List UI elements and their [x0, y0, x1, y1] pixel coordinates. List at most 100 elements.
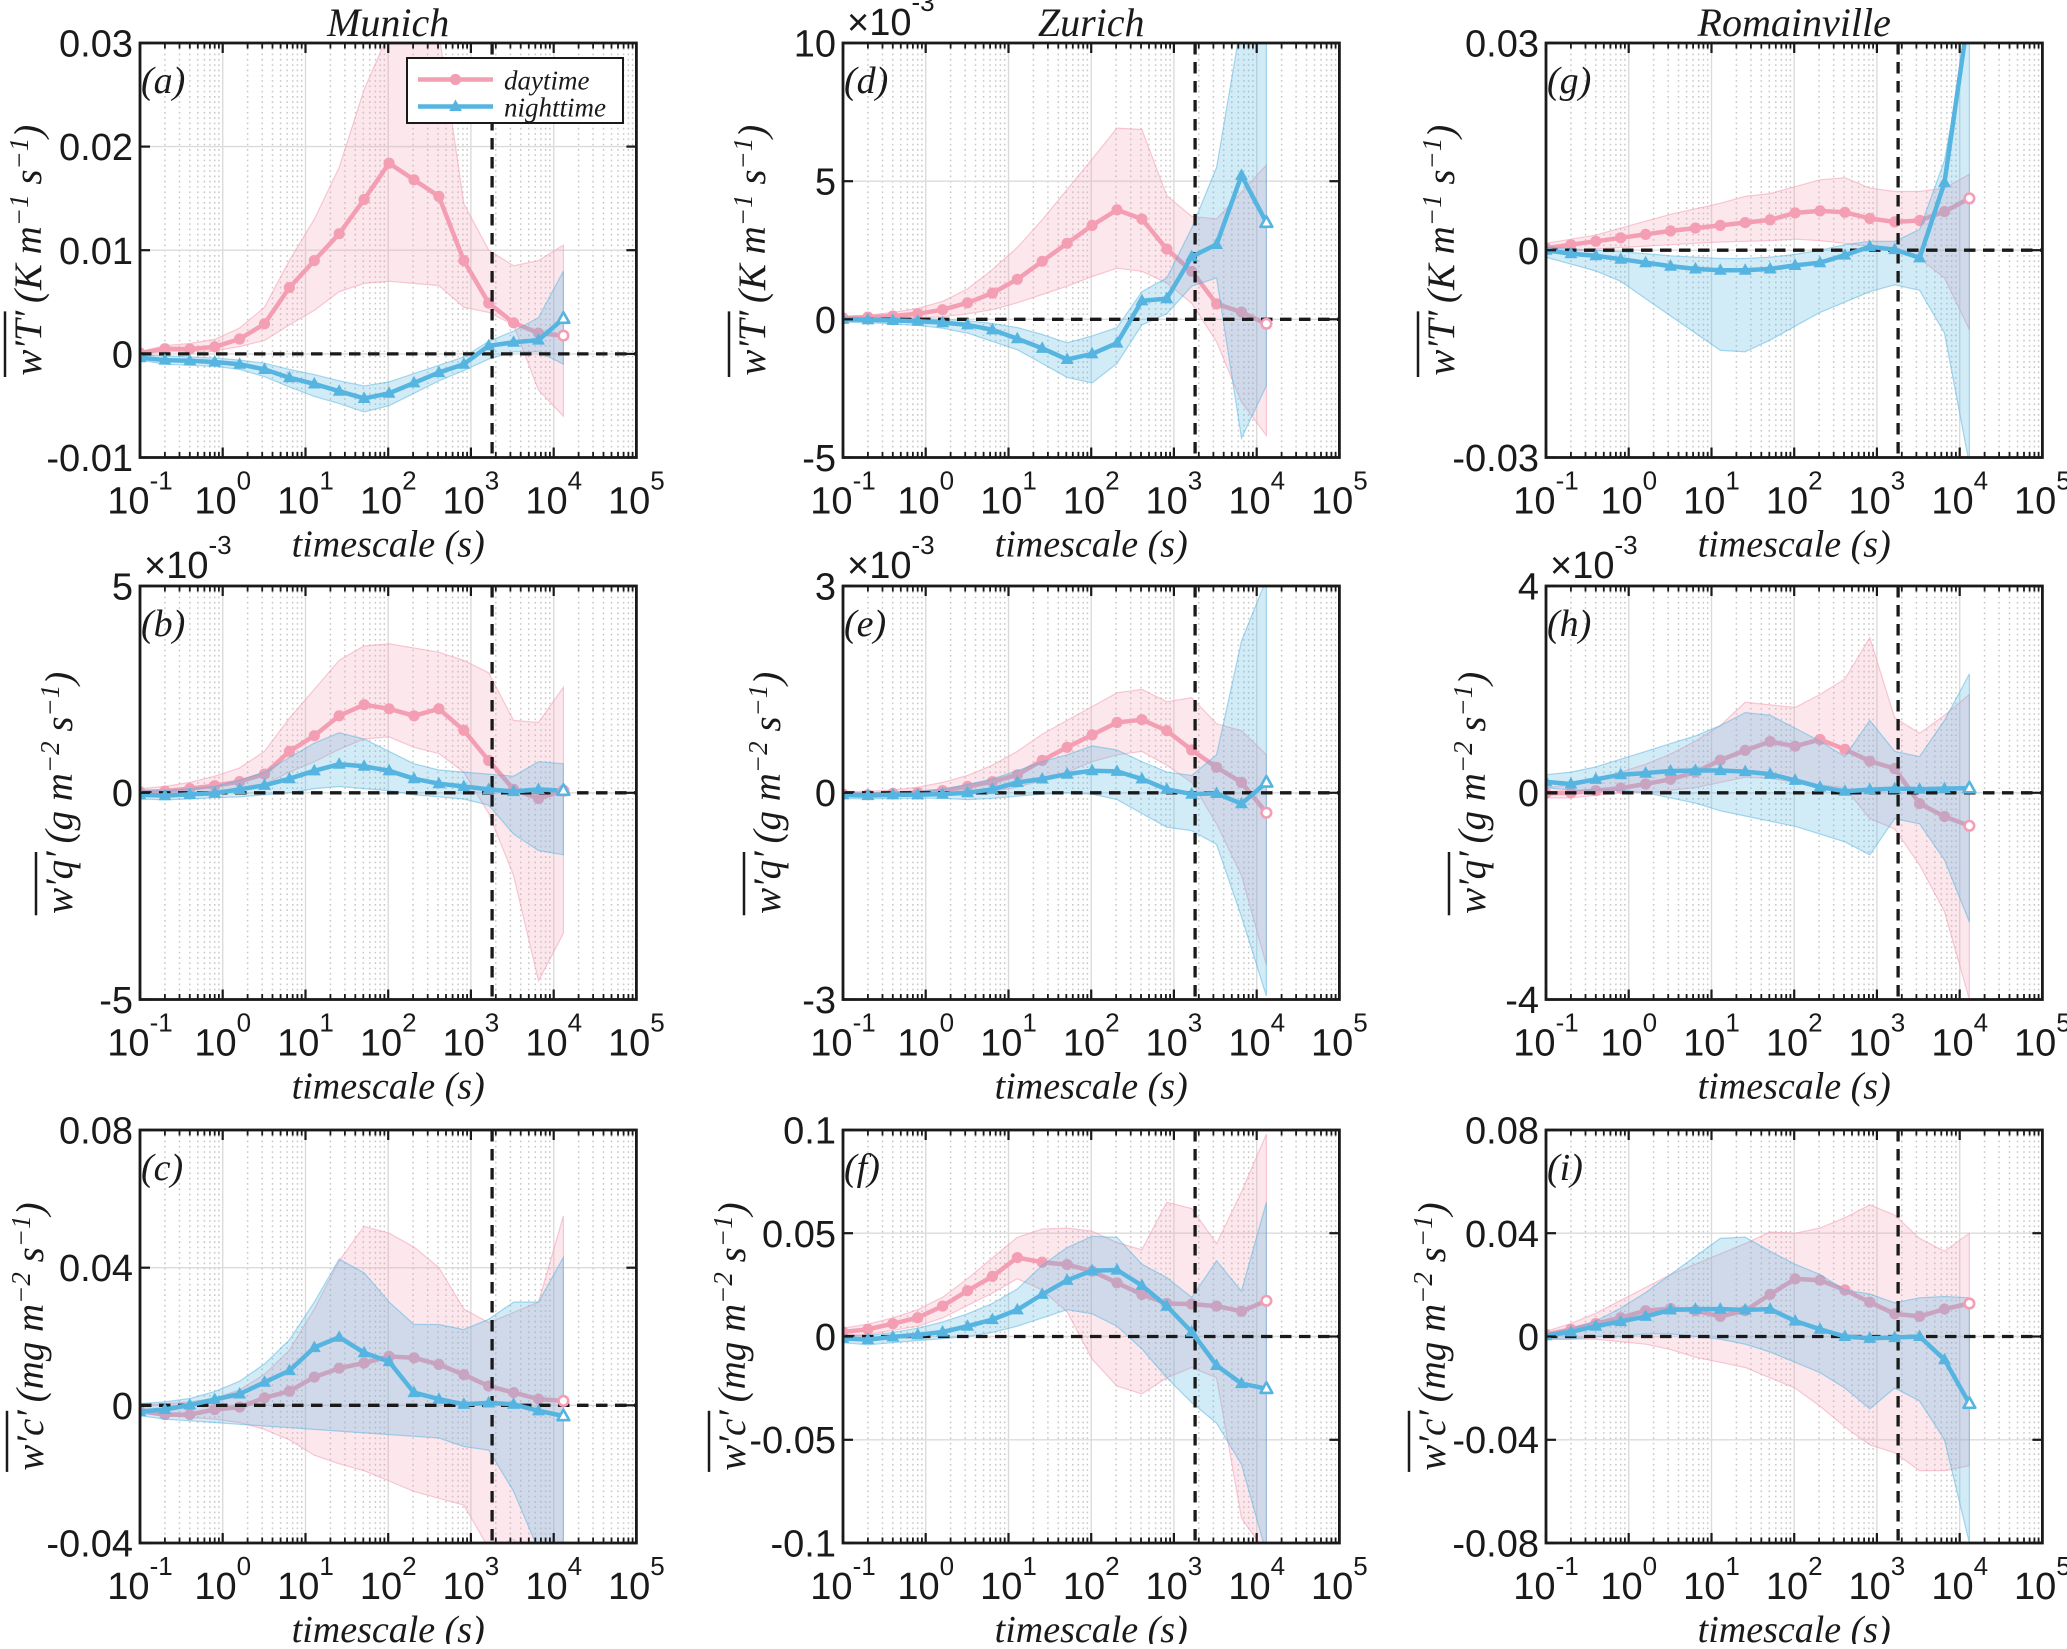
svg-text:0.04: 0.04 [1465, 1214, 1539, 1256]
svg-text:w′T′ (K m−1 s−1): w′T′ (K m−1 s−1) [728, 125, 774, 376]
svg-text:daytime: daytime [504, 66, 589, 96]
svg-text:(h): (h) [1547, 603, 1591, 645]
svg-text:101: 101 [980, 1008, 1037, 1065]
svg-text:timescale (s): timescale (s) [995, 524, 1188, 566]
svg-text:10-1: 10-1 [810, 1008, 875, 1065]
svg-text:104: 104 [1228, 466, 1285, 523]
svg-text:102: 102 [1766, 1008, 1823, 1065]
svg-text:timescale (s): timescale (s) [1698, 1066, 1891, 1108]
svg-text:0.1: 0.1 [783, 1111, 836, 1153]
svg-text:103: 103 [1146, 1551, 1203, 1608]
svg-text:105: 105 [608, 1008, 665, 1065]
svg-text:0.03: 0.03 [1465, 24, 1539, 66]
svg-text:0: 0 [1518, 231, 1539, 273]
svg-text:timescale (s): timescale (s) [292, 1609, 485, 1644]
svg-text:101: 101 [1683, 1008, 1740, 1065]
svg-text:w′c′ (mg m−2 s−1): w′c′ (mg m−2 s−1) [1408, 1202, 1454, 1470]
svg-text:timescale (s): timescale (s) [1698, 524, 1891, 566]
svg-text:102: 102 [1766, 466, 1823, 523]
svg-text:105: 105 [2014, 466, 2067, 523]
svg-text:0.03: 0.03 [59, 24, 133, 66]
svg-text:10-1: 10-1 [1513, 1551, 1578, 1608]
svg-text:104: 104 [1228, 1551, 1285, 1608]
svg-text:-0.1: -0.1 [771, 1524, 836, 1566]
svg-text:103: 103 [1146, 1008, 1203, 1065]
svg-text:100: 100 [1600, 1551, 1657, 1608]
svg-text:100: 100 [194, 466, 251, 523]
svg-text:103: 103 [1849, 1008, 1906, 1065]
svg-text:-0.05: -0.05 [749, 1420, 836, 1462]
svg-text:timescale (s): timescale (s) [995, 1066, 1188, 1108]
svg-text:0.01: 0.01 [59, 231, 133, 273]
svg-text:10-1: 10-1 [1513, 1008, 1578, 1065]
svg-text:104: 104 [1931, 1551, 1988, 1608]
svg-text:-0.04: -0.04 [46, 1524, 133, 1566]
svg-text:100: 100 [194, 1008, 251, 1065]
svg-text:0: 0 [112, 1386, 133, 1428]
svg-text:-0.01: -0.01 [46, 438, 133, 480]
svg-text:w′c′ (mg m−2 s−1): w′c′ (mg m−2 s−1) [708, 1202, 754, 1470]
svg-text:10-1: 10-1 [107, 1551, 172, 1608]
svg-text:100: 100 [1600, 466, 1657, 523]
svg-text:100: 100 [194, 1551, 251, 1608]
svg-text:(e): (e) [844, 603, 886, 645]
svg-text:10-1: 10-1 [1513, 466, 1578, 523]
svg-text:102: 102 [1063, 466, 1120, 523]
svg-text:timescale (s): timescale (s) [292, 1066, 485, 1108]
svg-text:101: 101 [980, 1551, 1037, 1608]
svg-text:-3: -3 [802, 980, 836, 1022]
svg-text:(i): (i) [1547, 1147, 1583, 1189]
svg-text:0: 0 [815, 300, 836, 342]
svg-text:-0.04: -0.04 [1452, 1420, 1539, 1462]
svg-text:-0.08: -0.08 [1452, 1524, 1539, 1566]
svg-text:Romainville: Romainville [1697, 0, 1891, 45]
svg-text:100: 100 [1600, 1008, 1657, 1065]
svg-text:0: 0 [1518, 1317, 1539, 1359]
svg-text:-5: -5 [802, 438, 836, 480]
svg-text:-4: -4 [1505, 980, 1539, 1022]
svg-text:102: 102 [360, 466, 417, 523]
svg-text:10-1: 10-1 [810, 466, 875, 523]
svg-text:101: 101 [277, 466, 334, 523]
svg-text:Zurich: Zurich [1038, 0, 1145, 45]
svg-text:102: 102 [360, 1008, 417, 1065]
svg-text:(f): (f) [844, 1147, 880, 1189]
svg-text:timescale (s): timescale (s) [995, 1609, 1188, 1644]
svg-text:102: 102 [1063, 1551, 1120, 1608]
svg-text:104: 104 [525, 466, 582, 523]
svg-text:104: 104 [1228, 1008, 1285, 1065]
svg-text:104: 104 [1931, 1008, 1988, 1065]
svg-text:timescale (s): timescale (s) [1698, 1609, 1891, 1644]
svg-text:102: 102 [360, 1551, 417, 1608]
svg-text:101: 101 [1683, 466, 1740, 523]
svg-text:104: 104 [525, 1008, 582, 1065]
svg-text:103: 103 [1849, 1551, 1906, 1608]
svg-text:(g): (g) [1547, 60, 1591, 102]
svg-text:(a): (a) [141, 60, 185, 102]
svg-text:(d): (d) [844, 60, 888, 102]
svg-text:101: 101 [980, 466, 1037, 523]
svg-text:102: 102 [1766, 1551, 1823, 1608]
svg-text:-0.03: -0.03 [1452, 438, 1539, 480]
svg-text:nighttime: nighttime [504, 93, 606, 123]
svg-text:105: 105 [1311, 466, 1368, 523]
svg-text:101: 101 [277, 1551, 334, 1608]
svg-text:0: 0 [112, 334, 133, 376]
svg-text:105: 105 [608, 466, 665, 523]
svg-text:0.08: 0.08 [59, 1111, 133, 1153]
svg-text:105: 105 [608, 1551, 665, 1608]
svg-text:-5: -5 [99, 980, 133, 1022]
svg-text:0.05: 0.05 [762, 1214, 836, 1256]
svg-text:5: 5 [815, 162, 836, 204]
svg-text:5: 5 [112, 567, 133, 609]
svg-text:105: 105 [1311, 1008, 1368, 1065]
svg-text:0: 0 [815, 1317, 836, 1359]
svg-text:×10-3: ×10-3 [847, 0, 935, 44]
svg-text:105: 105 [2014, 1551, 2067, 1608]
svg-text:(c): (c) [141, 1147, 183, 1189]
svg-text:×10-3: ×10-3 [847, 530, 935, 587]
svg-text:(b): (b) [141, 603, 185, 645]
svg-text:105: 105 [1311, 1551, 1368, 1608]
svg-text:0: 0 [815, 773, 836, 815]
svg-text:103: 103 [1849, 466, 1906, 523]
